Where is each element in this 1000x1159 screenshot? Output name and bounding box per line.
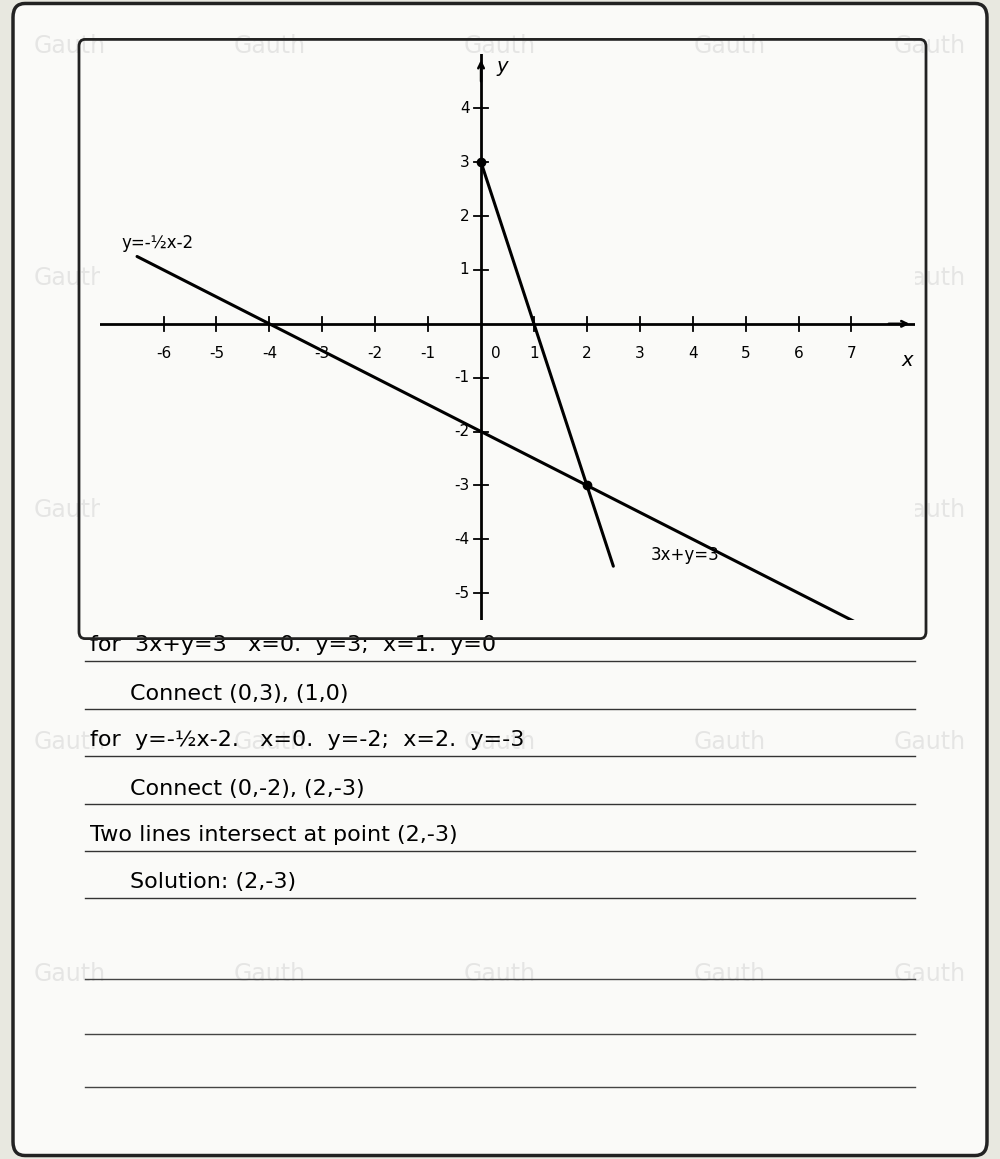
Text: y: y [497,57,508,76]
Text: -2: -2 [454,424,469,439]
Text: 4: 4 [460,101,469,116]
Text: Gauth: Gauth [34,962,106,985]
Text: Connect (0,3), (1,0): Connect (0,3), (1,0) [130,684,349,704]
Text: Gauth: Gauth [464,267,536,290]
Text: -1: -1 [421,347,436,362]
Text: -5: -5 [454,585,469,600]
Text: 2: 2 [582,347,592,362]
Text: 3x+y=3: 3x+y=3 [650,546,719,564]
Text: 1: 1 [460,262,469,277]
Text: Gauth: Gauth [34,730,106,753]
Text: x: x [901,351,913,370]
Text: Gauth: Gauth [694,267,766,290]
Text: Gauth: Gauth [894,35,966,58]
Text: Gauth: Gauth [34,35,106,58]
Text: -4: -4 [454,532,469,547]
Text: Two lines intersect at point (2,-3): Two lines intersect at point (2,-3) [90,825,458,845]
Text: Gauth: Gauth [464,962,536,985]
Text: for  y=-½x-2.   x=0.  y=-2;  x=2.  y=-3: for y=-½x-2. x=0. y=-2; x=2. y=-3 [90,730,524,750]
Text: 5: 5 [741,347,750,362]
Text: Gauth: Gauth [234,35,306,58]
Text: Solution: (2,-3): Solution: (2,-3) [130,873,296,892]
Text: Gauth: Gauth [34,498,106,522]
Text: 6: 6 [794,347,803,362]
Text: Gauth: Gauth [894,730,966,753]
Text: 1: 1 [529,347,539,362]
Text: Gauth: Gauth [694,730,766,753]
Text: 3: 3 [460,154,469,169]
Text: -3: -3 [315,347,330,362]
Text: 3: 3 [635,347,645,362]
Text: for  3x+y=3   x=0.  y=3;  x=1.  y=0: for 3x+y=3 x=0. y=3; x=1. y=0 [90,635,496,655]
Text: Gauth: Gauth [894,267,966,290]
Text: Gauth: Gauth [464,730,536,753]
Text: 7: 7 [847,347,856,362]
Text: Connect (0,-2), (2,-3): Connect (0,-2), (2,-3) [130,779,365,799]
Text: Gauth: Gauth [34,267,106,290]
Text: Gauth: Gauth [464,35,536,58]
Text: -1: -1 [454,370,469,385]
Text: -4: -4 [262,347,277,362]
Text: Gauth: Gauth [464,498,536,522]
Text: y=-½x-2: y=-½x-2 [121,234,193,252]
Text: Gauth: Gauth [234,730,306,753]
Text: Gauth: Gauth [694,498,766,522]
Text: 4: 4 [688,347,698,362]
Text: 2: 2 [460,209,469,224]
Text: Gauth: Gauth [694,962,766,985]
Text: -3: -3 [454,478,469,493]
Text: Gauth: Gauth [894,498,966,522]
Text: Gauth: Gauth [234,267,306,290]
Text: Gauth: Gauth [694,35,766,58]
Text: Gauth: Gauth [894,962,966,985]
Text: -2: -2 [368,347,383,362]
Text: -6: -6 [156,347,171,362]
Text: Gauth: Gauth [234,498,306,522]
Text: -5: -5 [209,347,224,362]
Text: Gauth: Gauth [234,962,306,985]
Text: 0: 0 [491,347,500,362]
